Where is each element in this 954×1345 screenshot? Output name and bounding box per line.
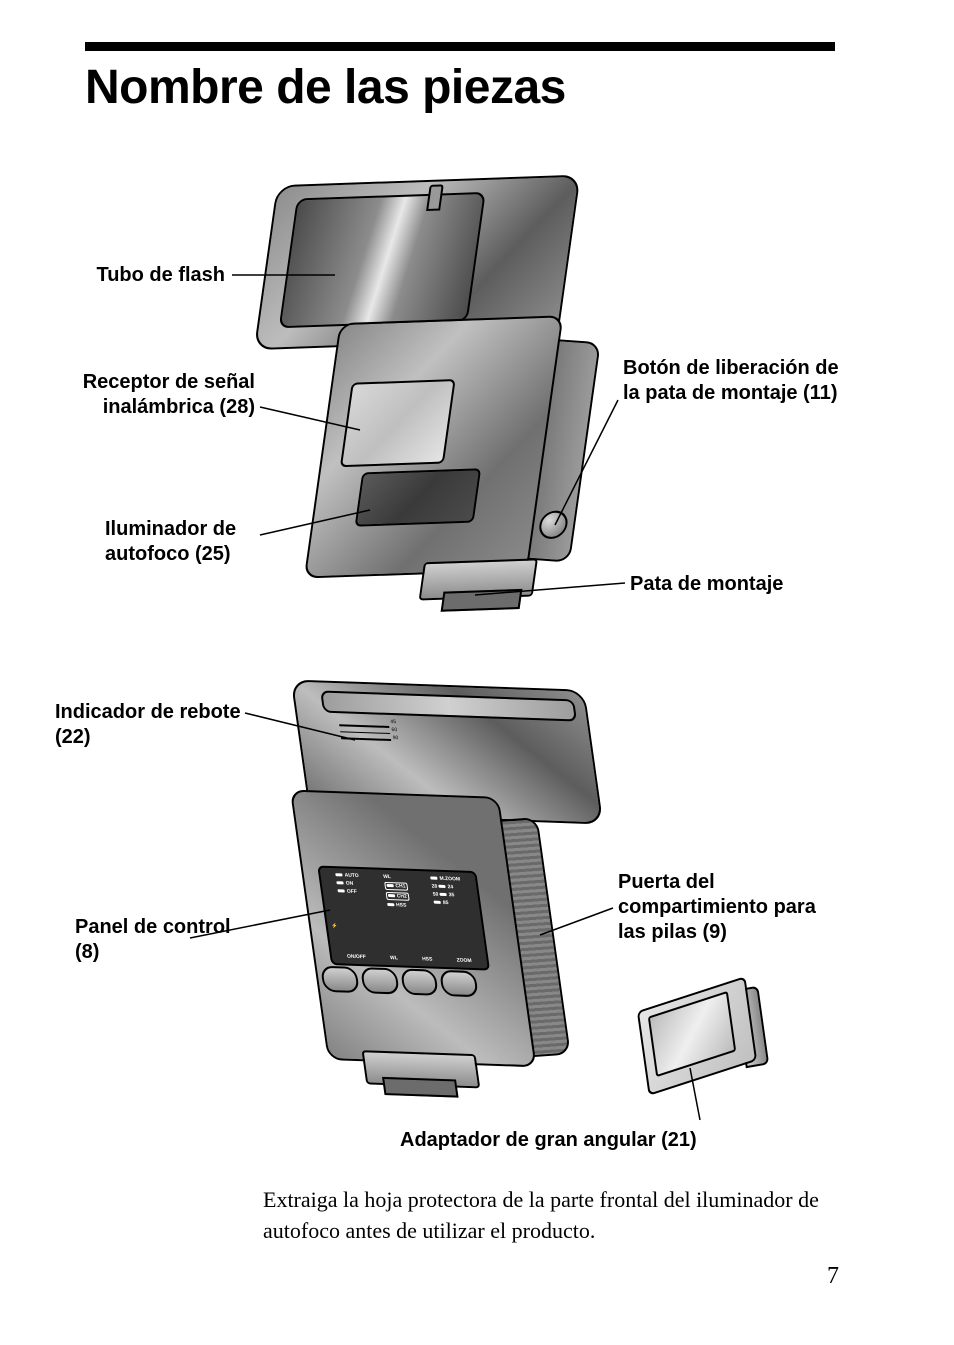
callout-lines <box>0 0 954 1345</box>
page-number: 7 <box>827 1263 839 1290</box>
instruction-text: Extraiga la hoja protectora de la parte … <box>263 1185 823 1247</box>
page: Nombre de las piezas Tubo de flash Recep… <box>0 0 954 1345</box>
